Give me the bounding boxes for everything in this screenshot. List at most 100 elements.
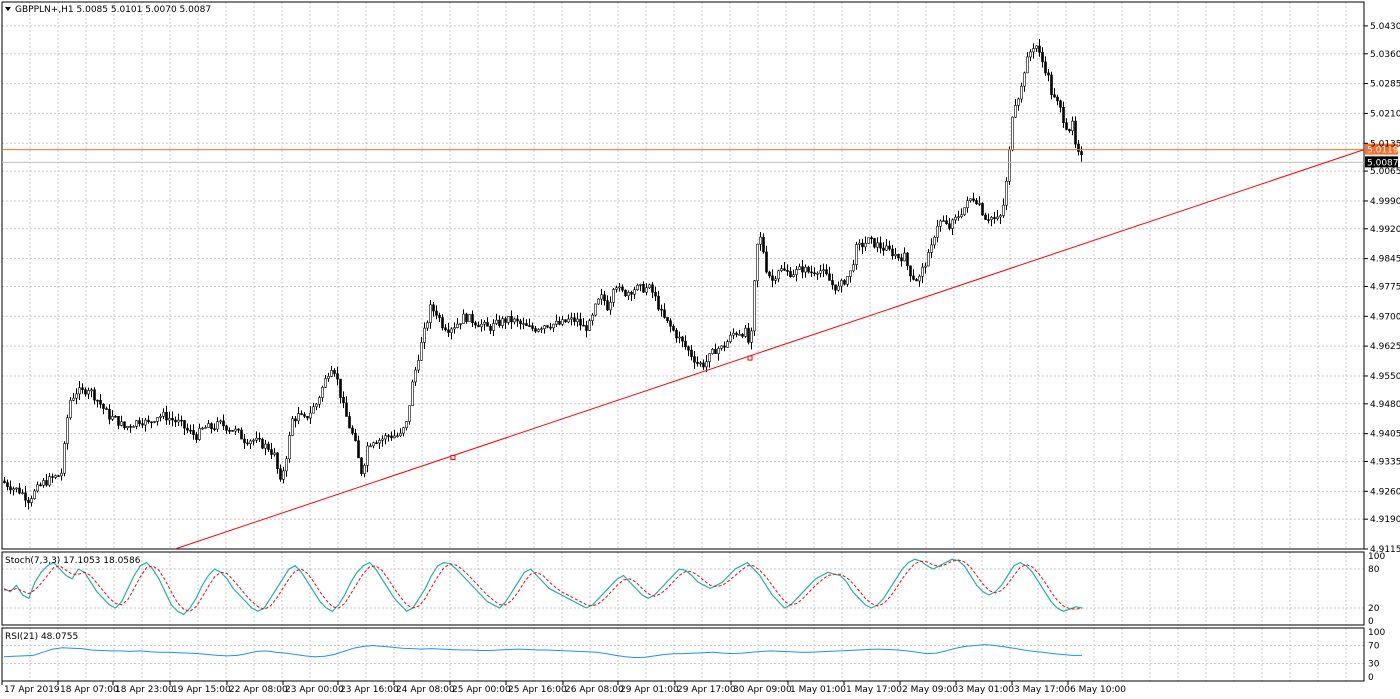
candle-body [843, 280, 846, 285]
candle-body [981, 203, 984, 216]
candle-body [69, 399, 72, 419]
candle-body [15, 487, 18, 490]
price-tag [1365, 156, 1398, 168]
candle-body [1065, 122, 1068, 130]
candle-body [969, 198, 972, 202]
candle-body [933, 236, 936, 246]
candle-body [978, 203, 981, 205]
candle-body [651, 284, 654, 293]
candle-body [183, 420, 186, 429]
candle-body [771, 275, 774, 281]
candle-body [966, 200, 969, 209]
y-tick-label: 4.9335 [1370, 457, 1400, 467]
candle-body [402, 427, 405, 434]
candle-body [639, 284, 642, 286]
x-tick-label: 3 May 01:00 [958, 685, 1014, 695]
candle-body [390, 435, 393, 439]
candle-body [630, 292, 633, 295]
symbol-ohlc-label: GBPPLN+,H1 5.0085 5.0101 5.0070 5.0087 [15, 5, 211, 15]
candle-body [1005, 180, 1008, 206]
price-axis[interactable]: 5.0430 5.0360 5.0285 5.0210 5.0135 5.0065 4.99… [1364, 22, 1400, 555]
x-tick-label: 3 May 17:00 [1014, 685, 1070, 695]
candle-body [51, 476, 54, 478]
candle-body [99, 400, 102, 405]
candle-body [303, 414, 306, 417]
candle-body [555, 320, 558, 325]
candle-body [621, 286, 624, 291]
horizontal-level-line[interactable]: 5.0119 5.0087 [2, 143, 1399, 169]
candle-body [381, 438, 384, 441]
candle-body [567, 318, 570, 323]
candle-body [525, 323, 528, 326]
x-tick-label: 29 Apr 17:00 [677, 685, 736, 695]
candle-body [1056, 96, 1059, 102]
candle-body [474, 322, 477, 326]
candle-body [849, 270, 852, 277]
candle-body [1080, 151, 1083, 156]
y-tick-label: 4.9190 [1370, 515, 1400, 525]
candle-body [3, 480, 6, 483]
candle-body [351, 427, 354, 434]
candle-body [1053, 94, 1056, 98]
candle-body [807, 266, 810, 273]
candle-body [108, 408, 111, 420]
candle-body [1047, 72, 1050, 76]
candle-body [1017, 98, 1020, 106]
candle-body [690, 349, 693, 357]
candle-body [753, 280, 756, 332]
candle-body [873, 238, 876, 248]
stoch-grid [2, 552, 1364, 625]
candle-body [114, 416, 117, 418]
candle-body [531, 325, 534, 329]
candle-body [408, 405, 411, 422]
y-tick-label: 4.9775 [1370, 282, 1400, 292]
y-tick-label: 4.9920 [1370, 225, 1400, 235]
candle-body [129, 425, 132, 428]
candle-body [54, 475, 57, 478]
candle-body [822, 269, 825, 272]
y-tick-label: 4.9480 [1370, 400, 1400, 410]
candle-body [1062, 107, 1065, 123]
candle-body [861, 242, 864, 248]
trendline-anchor[interactable] [747, 355, 753, 361]
candle-body [723, 345, 726, 348]
candle-body [879, 242, 882, 249]
candle-body [960, 214, 963, 217]
candle-body [312, 406, 315, 414]
candle-body [828, 273, 831, 281]
candle-body [513, 318, 516, 323]
trendline[interactable] [174, 149, 1365, 550]
candle-body [267, 443, 270, 450]
level-tag [1365, 143, 1398, 155]
candle-body [384, 435, 387, 440]
candle-body [834, 284, 837, 291]
candle-body [993, 217, 996, 220]
candle-body [366, 445, 369, 466]
candle-body [354, 432, 357, 441]
candle-body [198, 428, 201, 440]
candle-body [810, 271, 813, 274]
candle-body [585, 325, 588, 331]
candle-body [504, 318, 507, 323]
trendline-anchor[interactable] [450, 455, 456, 461]
x-tick-label: 1 May 01:00 [790, 685, 846, 695]
candle-body [888, 245, 891, 250]
rsi-axis: 100 70 30 0 [1368, 628, 1385, 683]
panel-frames [1, 1, 1365, 682]
candle-body [999, 215, 1002, 218]
x-tick-label: 23 Apr 16:00 [340, 685, 399, 695]
candle-body [558, 320, 561, 325]
candle-body [324, 378, 327, 388]
candle-body [813, 272, 816, 275]
rsi-tick-label: 0 [1368, 673, 1374, 683]
trendline-segment[interactable] [174, 149, 1365, 550]
candle-body [837, 285, 840, 291]
candle-body [1041, 52, 1044, 63]
candle-body [21, 492, 24, 495]
candle-body [399, 432, 402, 436]
candle-body [912, 275, 915, 280]
triangle-down-icon[interactable] [5, 7, 11, 11]
candle-body [909, 265, 912, 277]
